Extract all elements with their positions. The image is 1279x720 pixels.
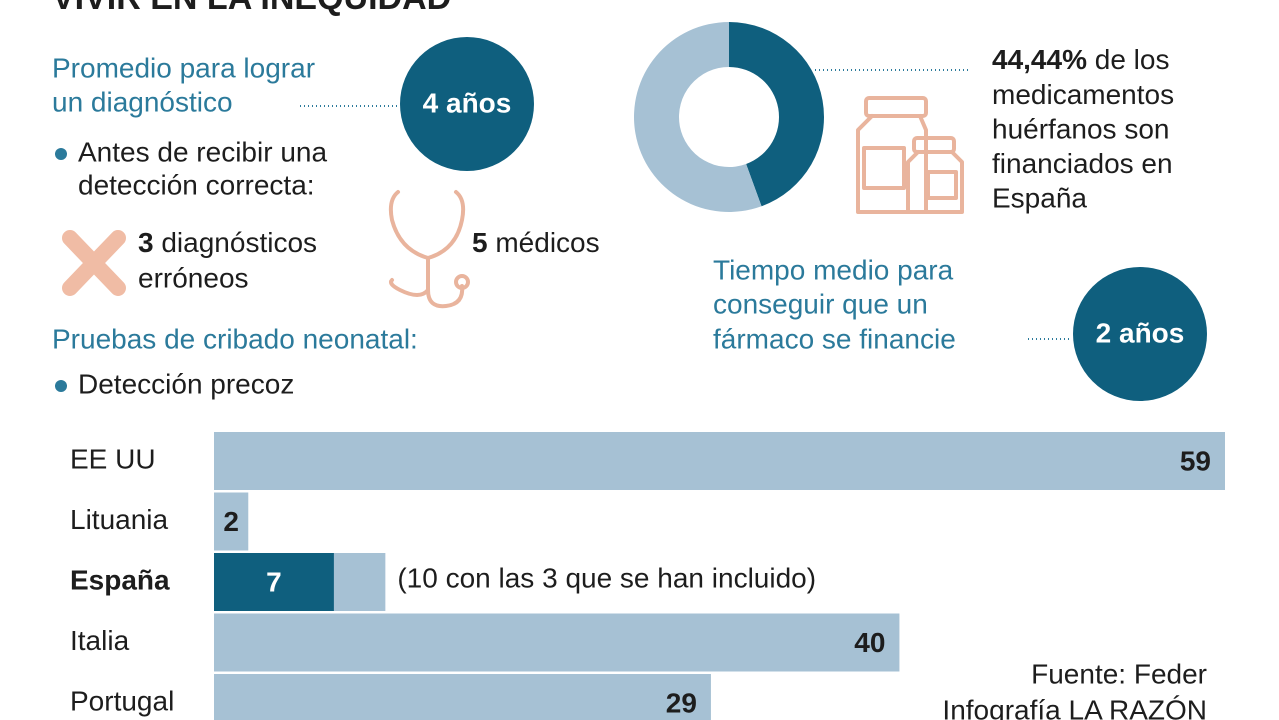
bar: [214, 553, 334, 611]
badge: [1073, 267, 1207, 401]
annotation: huérfanos son: [992, 113, 1169, 144]
bar: [214, 492, 249, 551]
bullet: [55, 148, 67, 160]
value-label: 44,44%: [992, 44, 1087, 75]
bullet: [55, 380, 67, 392]
annotation: (10 con las 3 que se han incluido): [397, 562, 816, 593]
x-icon: [62, 230, 126, 296]
annotation: medicamentos: [992, 79, 1174, 110]
number: 3: [138, 227, 154, 258]
pie-slice: [634, 22, 762, 212]
annotation: financiados en: [992, 148, 1173, 179]
source: Infografía LA RAZÓN: [942, 694, 1207, 720]
text: 5 médicos: [472, 227, 600, 258]
category-label: España: [70, 564, 170, 595]
bar: [214, 432, 1225, 490]
text: 3 diagnósticos: [138, 227, 317, 258]
heading: Tiempo medio para: [713, 254, 954, 285]
text: erróneos: [138, 262, 249, 293]
text: de los: [1095, 44, 1170, 75]
category-label: Portugal: [70, 685, 174, 716]
value-label: 40: [854, 627, 885, 658]
text: diagnósticos: [161, 227, 317, 258]
text: médicos: [495, 227, 599, 258]
value-label: 2: [223, 506, 239, 537]
badge: [400, 37, 534, 171]
pie-slice: [729, 21, 825, 207]
category-label: Lituania: [70, 504, 169, 535]
source: Fuente: Feder: [1031, 658, 1207, 689]
stethoscope-icon: [388, 190, 470, 309]
bar: [214, 674, 711, 720]
jar-icon: [856, 96, 964, 214]
category-label: Italia: [70, 625, 130, 656]
value-label: 29: [666, 687, 697, 718]
badge-text: 4 años: [423, 87, 512, 118]
number: 5: [472, 227, 488, 258]
heading: Pruebas de cribado neonatal:: [52, 323, 418, 354]
category-label: EE UU: [70, 443, 156, 474]
badge-text: 2 años: [1096, 317, 1185, 348]
annotation: 44,44% de los: [992, 44, 1169, 75]
heading: conseguir que un: [713, 288, 928, 319]
heading: un diagnóstico: [52, 86, 233, 117]
text: Antes de recibir una: [78, 136, 327, 167]
bar: [214, 613, 900, 672]
value-label: 7: [266, 566, 282, 597]
annotation: España: [992, 182, 1087, 213]
heading: fármaco se financie: [713, 323, 956, 354]
title: VIVIR EN LA INEQUIDAD: [52, 0, 451, 17]
text: Detección precoz: [78, 368, 294, 399]
value-label: 59: [1180, 445, 1211, 476]
bar: [333, 553, 386, 611]
heading: Promedio para lograr: [52, 52, 315, 83]
text: detección correcta:: [78, 169, 315, 200]
